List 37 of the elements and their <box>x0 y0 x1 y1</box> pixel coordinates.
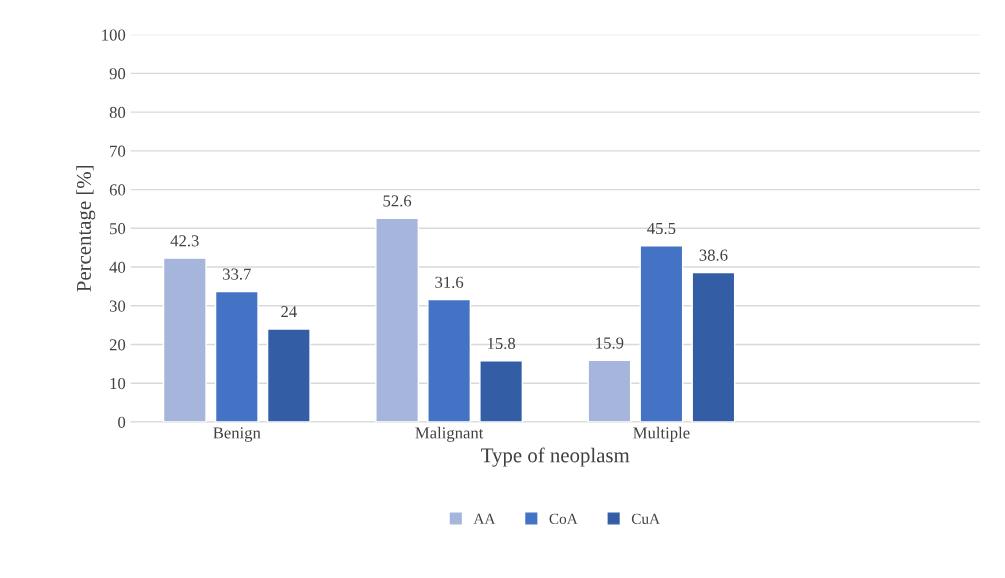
legend-label: CoA <box>549 513 578 524</box>
y-tick-label: 60 <box>109 184 126 196</box>
y-tick-label: 70 <box>110 145 126 157</box>
y-tick-label: 0 <box>118 416 126 428</box>
y-tick-label: 40 <box>109 261 126 273</box>
data-label: 15.9 <box>596 337 624 349</box>
bar <box>639 245 684 422</box>
legend-label: AA <box>473 513 496 524</box>
y-tick-label: 10 <box>110 377 126 390</box>
y-tick-label: 100 <box>102 29 126 41</box>
data-label: 24 <box>281 306 297 318</box>
bar <box>691 271 736 422</box>
data-label: 45.5 <box>647 222 676 235</box>
x-tick-label: Benign <box>213 427 261 442</box>
bar <box>587 359 632 422</box>
bar <box>162 257 207 422</box>
x-tick-label: Malignant <box>415 426 484 442</box>
data-label: 15.8 <box>488 337 516 350</box>
data-label: 31.6 <box>435 276 464 288</box>
data-label: 42.3 <box>170 235 199 247</box>
bar <box>266 328 311 422</box>
data-label: 52.6 <box>383 195 412 207</box>
bar <box>427 298 472 422</box>
bar <box>479 360 524 422</box>
data-label: 33.7 <box>223 268 251 280</box>
data-label: 38.6 <box>699 249 728 261</box>
x-tick-label: Multiple <box>633 426 690 442</box>
y-tick-label: 80 <box>109 106 126 119</box>
y-tick-label: 30 <box>109 300 126 312</box>
y-tick-label: 20 <box>109 339 126 351</box>
y-axis-title: Percentage [%] <box>76 165 96 292</box>
legend-label: CuA <box>631 513 660 524</box>
bar <box>375 217 420 422</box>
bar <box>214 290 259 422</box>
y-tick-label: 50 <box>110 223 126 235</box>
x-axis-title: Type of neoplasm <box>481 447 630 467</box>
y-tick-label: 90 <box>109 68 126 80</box>
